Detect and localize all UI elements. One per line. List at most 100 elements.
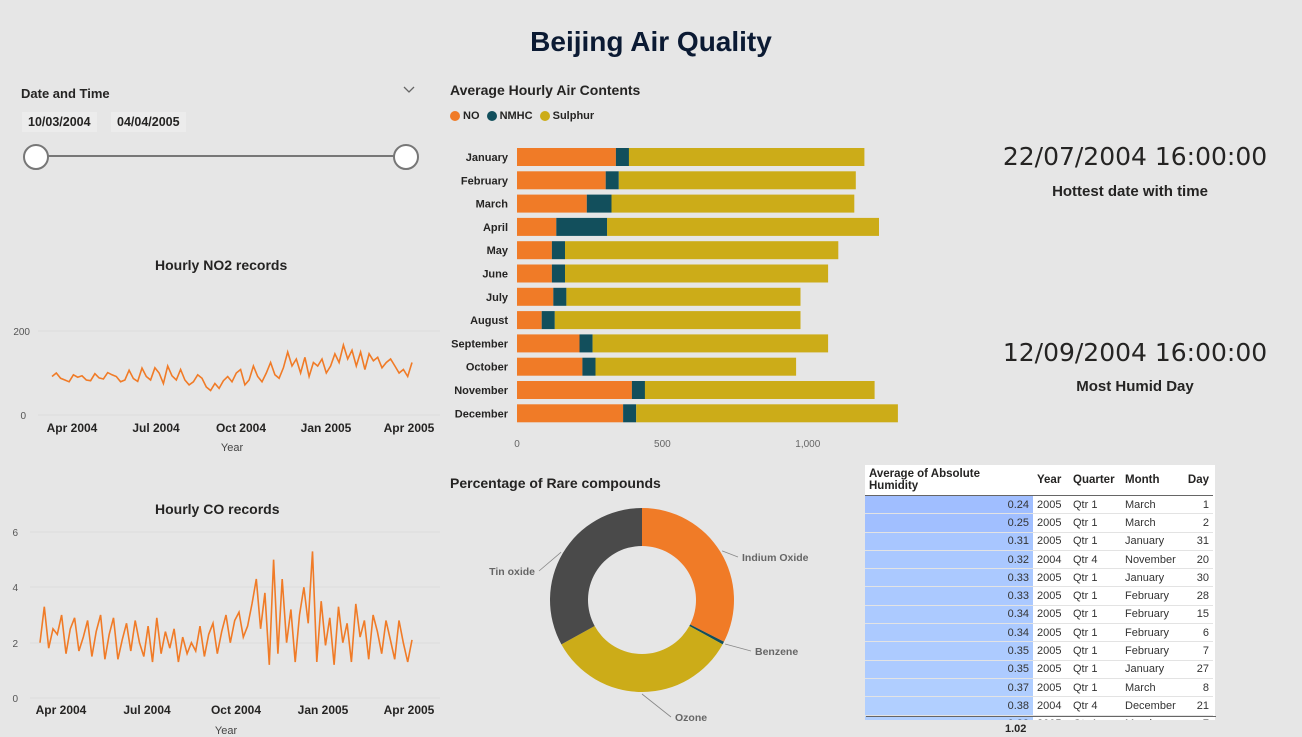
bar-category-label: June bbox=[482, 269, 508, 281]
no2-x-tick: Apr 2005 bbox=[384, 421, 435, 435]
cell-day: 30 bbox=[1183, 568, 1213, 588]
slider-end-handle[interactable] bbox=[393, 144, 419, 170]
cell-year: 2005 bbox=[1033, 586, 1069, 606]
cell-quarter: Qtr 1 bbox=[1069, 623, 1121, 643]
table-row[interactable]: 0.24 2005 Qtr 1 March 1 bbox=[865, 495, 1213, 515]
column-header-quarter[interactable]: Quarter bbox=[1069, 465, 1121, 496]
column-header-humidity[interactable]: Average of Absolute Humidity bbox=[865, 465, 1033, 496]
bar-segment-no[interactable] bbox=[517, 404, 624, 423]
bar-segment-sulphur[interactable] bbox=[595, 357, 797, 376]
co-series-line bbox=[39, 551, 413, 665]
bar-segment-no[interactable] bbox=[517, 171, 606, 190]
table-row[interactable]: 0.38 2004 Qtr 4 December 21 bbox=[865, 696, 1213, 716]
end-date-input[interactable]: 04/04/2005 bbox=[111, 112, 186, 132]
cell-humidity: 0.34 bbox=[865, 605, 1033, 625]
bar-segment-sulphur[interactable] bbox=[565, 241, 839, 260]
no2-y-tick: 200 bbox=[13, 327, 30, 338]
bar-segment-nmhc[interactable] bbox=[631, 381, 645, 399]
bar-segment-nmhc[interactable] bbox=[615, 148, 629, 166]
cell-quarter: Qtr 1 bbox=[1069, 605, 1121, 625]
bar-segment-nmhc[interactable] bbox=[551, 264, 565, 283]
bar-segment-no[interactable] bbox=[517, 217, 557, 236]
date-slider-track[interactable] bbox=[36, 155, 406, 157]
table-row[interactable]: 0.382005Qtr 1March7 bbox=[865, 715, 1213, 720]
cell-year: 2005 bbox=[1033, 568, 1069, 588]
cell-month: March bbox=[1121, 678, 1183, 698]
bar-segment-sulphur[interactable] bbox=[636, 404, 898, 423]
table-row[interactable]: 0.33 2005 Qtr 1 February 28 bbox=[865, 586, 1213, 606]
cell-humidity: 0.35 bbox=[865, 641, 1033, 661]
table-row[interactable]: 0.31 2005 Qtr 1 January 31 bbox=[865, 532, 1213, 551]
hottest-date-value: 22/07/2004 16:00:00 bbox=[1002, 142, 1268, 171]
bar-segment-sulphur[interactable] bbox=[607, 217, 879, 236]
table-row[interactable]: 0.34 2005 Qtr 1 February 15 bbox=[865, 605, 1213, 625]
bar-segment-sulphur[interactable] bbox=[554, 311, 801, 330]
table-row[interactable]: 0.33 2005 Qtr 1 January 30 bbox=[865, 568, 1213, 588]
co-y-tick: 4 bbox=[12, 583, 18, 594]
bar-x-tick: 0 bbox=[514, 439, 520, 450]
donut-slice-benzene[interactable] bbox=[689, 624, 724, 645]
bar-segment-no[interactable] bbox=[517, 287, 554, 306]
chevron-down-icon[interactable] bbox=[403, 84, 415, 98]
hottest-date-label: Hottest date with time bbox=[1052, 183, 1208, 200]
bar-segment-nmhc[interactable] bbox=[553, 287, 567, 306]
no2-series-line bbox=[51, 341, 413, 392]
bar-segment-no[interactable] bbox=[517, 148, 616, 166]
bar-segment-nmhc[interactable] bbox=[582, 357, 596, 376]
bar-segment-nmhc[interactable] bbox=[556, 217, 608, 236]
bar-segment-nmhc[interactable] bbox=[579, 334, 593, 353]
co-x-tick: Apr 2004 bbox=[36, 703, 87, 717]
bar-segment-no[interactable] bbox=[517, 311, 542, 330]
bar-segment-nmhc[interactable] bbox=[586, 194, 612, 213]
bar-segment-sulphur[interactable] bbox=[592, 334, 829, 353]
donut-label: Indium Oxide bbox=[742, 552, 809, 564]
bar-segment-sulphur[interactable] bbox=[566, 287, 801, 306]
bar-segment-sulphur[interactable] bbox=[565, 264, 829, 283]
co-x-tick: Jul 2004 bbox=[123, 703, 171, 717]
legend-item-no[interactable]: NO bbox=[450, 110, 480, 122]
cell-year: 2005 bbox=[1033, 532, 1069, 551]
legend-item-nmhc[interactable]: NMHC bbox=[486, 110, 533, 122]
cell-month: January bbox=[1121, 568, 1183, 588]
bar-segment-sulphur[interactable] bbox=[628, 148, 865, 166]
no2-x-tick: Oct 2004 bbox=[216, 421, 266, 435]
donut-slice-tin-oxide[interactable] bbox=[550, 508, 642, 645]
bar-category-label: April bbox=[483, 222, 508, 234]
cell-year: 2005 bbox=[1033, 660, 1069, 679]
column-header-day[interactable]: Day bbox=[1183, 465, 1213, 496]
table-row[interactable]: 0.32 2004 Qtr 4 November 20 bbox=[865, 550, 1213, 570]
co-line-chart: 0 2 4 6 Apr 2004 Jul 2004 Oct 2004 Jan 2… bbox=[12, 528, 440, 737]
bar-segment-nmhc[interactable] bbox=[551, 241, 565, 260]
table-row[interactable]: 0.25 2005 Qtr 1 March 2 bbox=[865, 513, 1213, 533]
table-row[interactable]: 0.35 2005 Qtr 1 February 7 bbox=[865, 641, 1213, 661]
bar-category-label: September bbox=[451, 338, 509, 350]
bar-segment-nmhc[interactable] bbox=[541, 311, 555, 330]
bar-category-label: January bbox=[466, 152, 509, 164]
table-row[interactable]: 0.37 2005 Qtr 1 March 8 bbox=[865, 678, 1213, 698]
bar-segment-no[interactable] bbox=[517, 241, 552, 260]
bar-segment-nmhc[interactable] bbox=[623, 404, 637, 423]
humidity-table: Average of Absolute Humidity Year Quarte… bbox=[865, 465, 1215, 720]
bar-segment-no[interactable] bbox=[517, 334, 580, 353]
bar-segment-no[interactable] bbox=[517, 264, 552, 283]
donut-slice-ozone[interactable] bbox=[561, 626, 723, 692]
cell-quarter: Qtr 1 bbox=[1069, 495, 1121, 515]
table-row[interactable]: 0.35 2005 Qtr 1 January 27 bbox=[865, 660, 1213, 679]
bar-segment-nmhc[interactable] bbox=[605, 171, 619, 190]
cell-day: 20 bbox=[1183, 550, 1213, 570]
bar-segment-sulphur[interactable] bbox=[618, 171, 856, 190]
donut-slice-indium-oxide[interactable] bbox=[642, 508, 734, 642]
bar-segment-sulphur[interactable] bbox=[611, 194, 855, 213]
slider-start-handle[interactable] bbox=[23, 144, 49, 170]
co-y-tick: 0 bbox=[12, 694, 18, 705]
bar-segment-no[interactable] bbox=[517, 194, 587, 213]
column-header-year[interactable]: Year bbox=[1033, 465, 1069, 496]
bar-segment-no[interactable] bbox=[517, 381, 632, 399]
bar-segment-no[interactable] bbox=[517, 357, 583, 376]
bar-segment-sulphur[interactable] bbox=[644, 381, 875, 399]
table-row[interactable]: 0.34 2005 Qtr 1 February 6 bbox=[865, 623, 1213, 643]
table-total: 1.02 bbox=[1005, 723, 1027, 735]
legend-item-sulphur[interactable]: Sulphur bbox=[539, 110, 594, 122]
start-date-input[interactable]: 10/03/2004 bbox=[22, 112, 97, 132]
column-header-month[interactable]: Month bbox=[1121, 465, 1183, 496]
